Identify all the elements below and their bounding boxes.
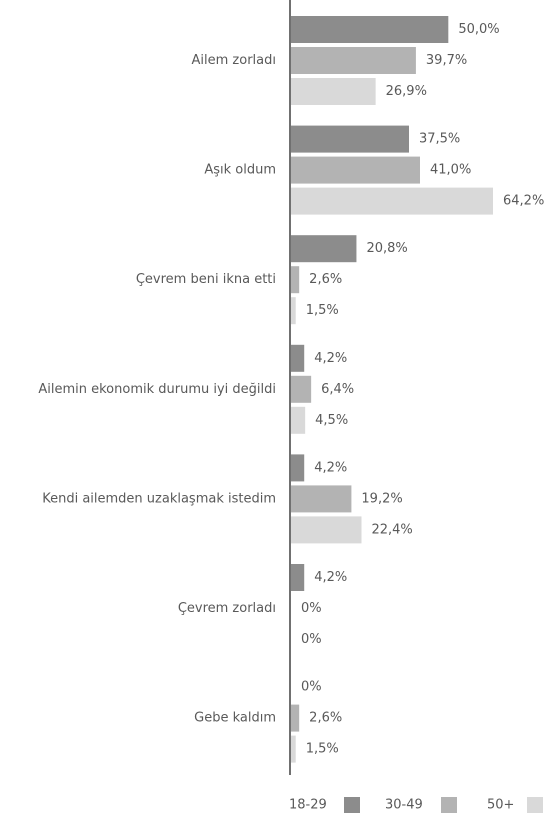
bar bbox=[291, 375, 312, 403]
bar bbox=[291, 406, 306, 434]
bar bbox=[291, 564, 305, 591]
legend-label: 50+ bbox=[487, 798, 514, 813]
category-label: Aşık oldum bbox=[204, 163, 276, 178]
value-label: 1,5% bbox=[306, 303, 339, 318]
value-label: 2,6% bbox=[309, 272, 342, 287]
value-label: 37,5% bbox=[419, 132, 460, 147]
value-label: 4,5% bbox=[315, 413, 348, 428]
category-label: Kendi ailemden uzaklaşmak istedim bbox=[42, 491, 276, 506]
bar bbox=[291, 125, 409, 153]
value-label: 64,2% bbox=[503, 194, 544, 209]
category-label: Ailemin ekonomik durumu iyi değildi bbox=[38, 382, 276, 397]
value-label: 19,2% bbox=[361, 491, 402, 506]
bar bbox=[291, 235, 357, 263]
bar bbox=[291, 78, 376, 105]
bar bbox=[291, 454, 305, 482]
bar bbox=[291, 485, 352, 513]
value-label: 6,4% bbox=[321, 382, 354, 397]
category-label: Ailem zorladı bbox=[192, 53, 276, 68]
value-label: 2,6% bbox=[309, 711, 342, 726]
value-label: 4,2% bbox=[314, 460, 347, 475]
bar bbox=[291, 297, 296, 325]
value-label: 39,7% bbox=[426, 53, 467, 68]
bar bbox=[291, 266, 300, 294]
legend-swatch bbox=[527, 797, 543, 813]
bar bbox=[291, 47, 416, 74]
value-label: 4,2% bbox=[314, 351, 347, 366]
value-label: 50,0% bbox=[458, 22, 499, 37]
value-label: 41,0% bbox=[430, 163, 471, 178]
bar bbox=[291, 516, 362, 544]
legend-swatch bbox=[344, 797, 360, 813]
bar bbox=[291, 16, 449, 43]
category-label: Çevrem beni ikna etti bbox=[136, 272, 276, 287]
bar bbox=[291, 344, 305, 372]
bar bbox=[291, 735, 296, 763]
bar bbox=[291, 156, 421, 184]
legend-label: 18-29 bbox=[289, 798, 327, 813]
bar bbox=[291, 704, 300, 732]
value-label: 0% bbox=[301, 680, 322, 695]
legend-label: 30-49 bbox=[385, 798, 423, 813]
bar bbox=[291, 187, 493, 215]
category-label: Çevrem zorladı bbox=[178, 601, 276, 616]
legend-swatch bbox=[441, 797, 457, 813]
category-label: Gebe kaldım bbox=[194, 711, 276, 726]
value-label: 4,2% bbox=[314, 570, 347, 585]
value-label: 26,9% bbox=[386, 84, 427, 99]
value-label: 0% bbox=[301, 601, 322, 616]
value-label: 0% bbox=[301, 632, 322, 647]
value-label: 20,8% bbox=[366, 241, 407, 256]
value-label: 22,4% bbox=[371, 522, 412, 537]
value-label: 1,5% bbox=[306, 742, 339, 757]
